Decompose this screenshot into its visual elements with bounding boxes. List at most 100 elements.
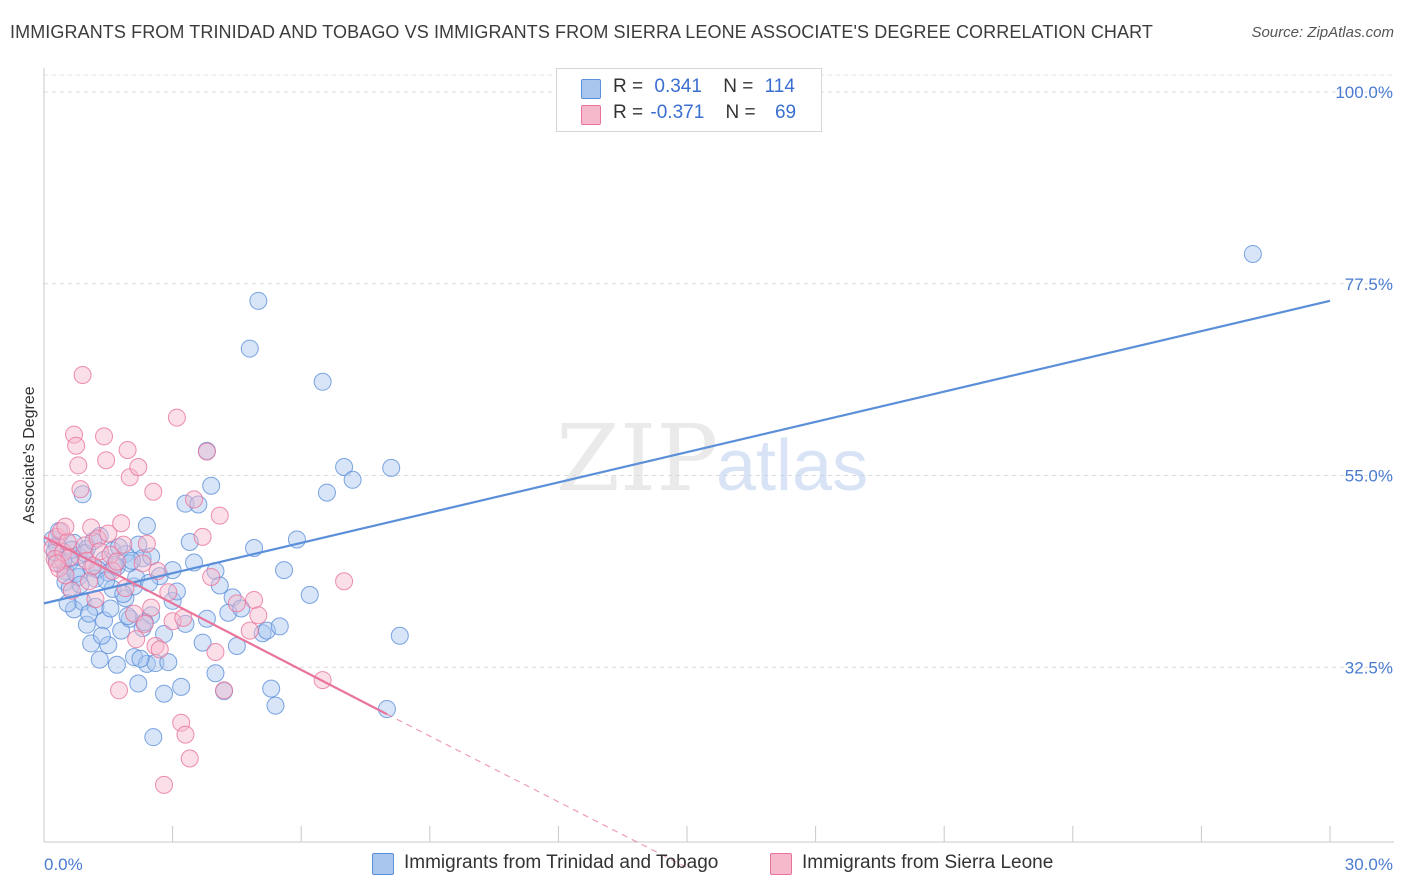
- point-trinidad: [206, 664, 225, 683]
- y-tick-label: 77.5%: [1345, 275, 1393, 294]
- point-sierra-leone: [56, 517, 75, 536]
- legend-r-label: R =: [613, 102, 644, 123]
- point-sierra-leone: [135, 614, 154, 633]
- point-sierra-leone: [97, 451, 116, 470]
- point-sierra-leone: [71, 480, 90, 499]
- bottom-legend-swatch-trinidad: [372, 853, 394, 875]
- point-trinidad: [313, 372, 332, 391]
- point-trinidad: [270, 617, 289, 636]
- point-sierra-leone: [129, 458, 148, 477]
- point-sierra-leone: [112, 514, 131, 533]
- chart-title: IMMIGRANTS FROM TRINIDAD AND TOBAGO VS I…: [10, 22, 1153, 42]
- point-trinidad: [86, 597, 105, 616]
- bottom-legend-label-sierra-leone: Immigrants from Sierra Leone: [802, 852, 1054, 873]
- legend-swatch-sierra-leone: [581, 105, 601, 125]
- point-sierra-leone: [144, 482, 163, 501]
- point-trinidad: [107, 655, 126, 674]
- point-trinidad: [122, 551, 141, 570]
- point-trinidad: [240, 339, 259, 358]
- legend-n-label: N =: [723, 76, 754, 97]
- point-sierra-leone: [335, 572, 354, 591]
- trend-line-trinidad: [43, 299, 1331, 605]
- point-sierra-leone: [245, 590, 264, 609]
- point-sierra-leone: [240, 621, 259, 640]
- point-sierra-leone: [249, 606, 268, 625]
- point-trinidad: [129, 674, 148, 693]
- point-sierra-leone: [82, 518, 101, 537]
- point-trinidad: [155, 684, 174, 703]
- point-trinidad: [377, 700, 396, 719]
- point-sierra-leone: [67, 436, 86, 455]
- y-tick-label: 100.0%: [1335, 83, 1393, 102]
- point-sierra-leone: [172, 713, 191, 732]
- point-trinidad: [95, 611, 114, 630]
- legend-n-label: N =: [725, 102, 756, 123]
- bottom-legend-swatch-sierra-leone: [770, 853, 792, 875]
- bottom-legend-label-trinidad: Immigrants from Trinidad and Tobago: [404, 852, 719, 873]
- point-trinidad: [249, 291, 268, 310]
- legend-n-value-trinidad: 114: [764, 76, 795, 97]
- point-sierra-leone: [180, 749, 199, 768]
- point-sierra-leone: [185, 490, 204, 509]
- point-trinidad: [300, 585, 319, 604]
- point-sierra-leone: [114, 535, 133, 554]
- watermark-zip: ZIP: [556, 405, 718, 512]
- point-trinidad: [77, 615, 96, 634]
- grid-lines: [44, 74, 1394, 668]
- watermark-atlas: atlas: [716, 426, 868, 506]
- point-sierra-leone: [227, 594, 246, 613]
- point-trinidad: [159, 653, 178, 672]
- point-sierra-leone: [118, 440, 137, 459]
- legend-n-value-sierra-leone: 69: [774, 102, 797, 123]
- point-sierra-leone: [95, 427, 114, 446]
- point-trinidad: [193, 633, 212, 652]
- point-sierra-leone: [65, 425, 84, 444]
- point-sierra-leone: [69, 456, 88, 475]
- point-trinidad: [99, 636, 118, 655]
- point-sierra-leone: [90, 542, 109, 561]
- point-sierra-leone: [73, 365, 92, 384]
- trend-lines: [43, 299, 1331, 869]
- point-trinidad: [92, 626, 111, 645]
- point-trinidad: [90, 650, 109, 669]
- point-sierra-leone: [163, 612, 182, 631]
- point-trinidad: [144, 728, 163, 747]
- point-trinidad: [163, 561, 182, 580]
- y-axis-label: Associate's Degree: [21, 386, 38, 523]
- point-sierra-leone: [99, 524, 118, 543]
- point-trinidad: [1243, 244, 1262, 263]
- y-tick-label: 55.0%: [1345, 467, 1393, 486]
- point-sierra-leone: [137, 534, 156, 553]
- x-tick-label: 30.0%: [1345, 855, 1393, 874]
- correlation-legend: R = 0.341 N = 114 R = -0.371 N = 69: [556, 68, 822, 132]
- tick-labels: 32.5% 55.0% 77.5% 100.0% 0.0% 30.0%: [44, 83, 1393, 874]
- x-tick-label: 0.0%: [44, 855, 83, 874]
- legend-r-value-sierra-leone: -0.371: [650, 102, 705, 123]
- point-trinidad: [202, 476, 221, 495]
- legend-r-label: R =: [613, 76, 644, 97]
- point-sierra-leone: [47, 554, 66, 573]
- axes: [43, 68, 1394, 843]
- source-label: Source: ZipAtlas.com: [1251, 24, 1394, 41]
- point-sierra-leone: [127, 630, 146, 649]
- point-trinidad: [172, 677, 191, 696]
- y-tick-label: 32.5%: [1345, 658, 1393, 677]
- trend-line-sierra-leone: [43, 535, 388, 716]
- point-trinidad: [335, 458, 354, 477]
- point-sierra-leone: [202, 567, 221, 586]
- point-sierra-leone: [133, 554, 152, 573]
- series-sierra-leone-points: [43, 365, 354, 794]
- point-trinidad: [131, 649, 150, 668]
- point-sierra-leone: [142, 598, 161, 617]
- point-sierra-leone: [210, 506, 229, 525]
- point-sierra-leone: [206, 642, 225, 661]
- point-sierra-leone: [176, 725, 195, 744]
- point-sierra-leone: [167, 408, 186, 427]
- point-sierra-leone: [101, 545, 120, 564]
- point-trinidad: [343, 470, 362, 489]
- point-trinidad: [176, 494, 195, 513]
- point-sierra-leone: [107, 552, 126, 571]
- point-trinidad: [275, 561, 294, 580]
- point-sierra-leone: [80, 572, 99, 591]
